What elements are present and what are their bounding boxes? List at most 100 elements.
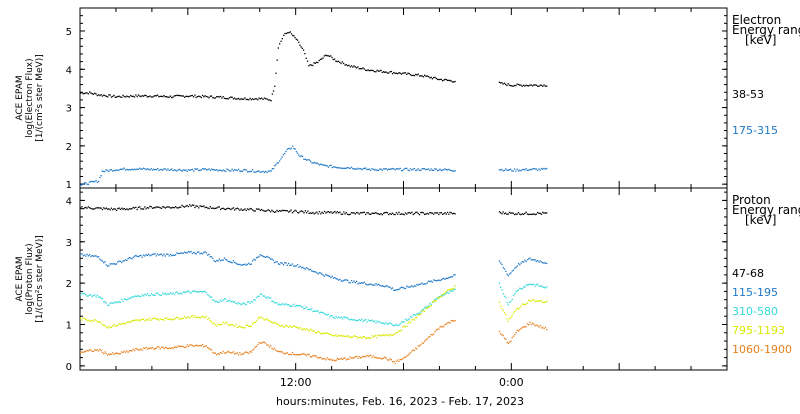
data-point	[412, 349, 414, 351]
data-point	[534, 168, 536, 170]
data-point	[546, 286, 548, 288]
data-point	[234, 325, 236, 328]
data-point	[180, 95, 182, 97]
data-point	[521, 260, 524, 263]
data-point	[151, 207, 154, 209]
data-point	[96, 94, 98, 97]
data-point	[507, 169, 509, 171]
data-point	[235, 352, 237, 355]
data-point	[177, 252, 179, 255]
data-point	[371, 319, 373, 321]
data-point	[226, 259, 228, 261]
data-point	[374, 71, 376, 73]
data-point	[80, 317, 82, 320]
data-point	[154, 169, 156, 171]
data-point	[374, 335, 376, 337]
data-point	[227, 324, 229, 326]
data-point	[344, 336, 346, 338]
data-point	[280, 304, 282, 306]
data-point	[149, 347, 151, 349]
data-point	[169, 169, 172, 171]
data-point	[191, 204, 193, 206]
data-point	[383, 168, 385, 170]
data-point	[145, 319, 147, 321]
data-point	[383, 71, 385, 73]
data-point	[446, 211, 449, 214]
data-point	[445, 277, 447, 279]
data-point	[416, 348, 418, 350]
data-point	[131, 296, 133, 298]
data-point	[420, 311, 422, 313]
data-point	[416, 169, 418, 171]
data-point	[347, 279, 349, 281]
data-point	[155, 206, 157, 208]
data-point	[353, 168, 355, 170]
data-point	[305, 354, 308, 357]
data-point	[332, 58, 334, 61]
data-point	[411, 211, 413, 213]
data-point	[538, 261, 540, 263]
data-point	[308, 159, 310, 161]
data-point	[417, 313, 419, 315]
data-point	[130, 94, 132, 97]
data-point	[258, 208, 260, 210]
data-point	[500, 169, 502, 171]
data-point	[407, 169, 409, 171]
data-point	[80, 253, 82, 255]
data-point	[374, 212, 376, 214]
data-point	[145, 208, 147, 210]
data-point	[219, 323, 222, 326]
data-point	[365, 283, 367, 285]
data-point	[181, 170, 183, 172]
data-point	[196, 168, 199, 170]
data-point	[142, 208, 145, 210]
data-point	[254, 346, 256, 348]
data-point	[253, 210, 255, 212]
data-point	[431, 334, 433, 336]
data-point	[187, 205, 190, 208]
data-point	[420, 169, 422, 171]
data-point	[268, 257, 270, 259]
data-point	[154, 348, 156, 350]
data-point	[276, 323, 278, 325]
data-point	[136, 95, 138, 98]
data-point	[172, 318, 174, 321]
data-point	[298, 328, 300, 330]
data-point	[91, 319, 93, 321]
data-point	[436, 78, 439, 80]
data-point	[225, 258, 227, 261]
data-point	[334, 317, 336, 319]
data-point	[294, 265, 296, 267]
data-point	[290, 326, 292, 328]
data-point	[363, 355, 365, 358]
data-point	[399, 167, 401, 170]
data-point	[376, 69, 378, 71]
data-point	[234, 209, 236, 211]
data-point	[273, 261, 276, 264]
data-point	[329, 359, 331, 361]
data-point	[393, 213, 395, 216]
data-point	[388, 335, 390, 337]
data-point	[92, 320, 95, 322]
data-point	[268, 209, 270, 212]
data-point	[433, 279, 435, 281]
data-point	[366, 212, 368, 214]
data-point	[508, 211, 511, 214]
data-point	[177, 345, 179, 347]
data-point	[540, 327, 543, 329]
data-point	[286, 264, 288, 266]
data-point	[324, 54, 327, 56]
data-point	[284, 152, 286, 155]
data-point	[140, 296, 142, 298]
data-point	[501, 263, 503, 266]
data-point	[338, 316, 340, 318]
data-point	[386, 334, 389, 336]
data-point	[144, 320, 146, 322]
data-point	[323, 164, 326, 166]
data-point	[372, 336, 374, 338]
data-point	[285, 32, 288, 35]
data-point	[95, 93, 97, 95]
data-point	[429, 306, 431, 308]
data-point	[87, 206, 89, 208]
data-point	[194, 290, 196, 292]
